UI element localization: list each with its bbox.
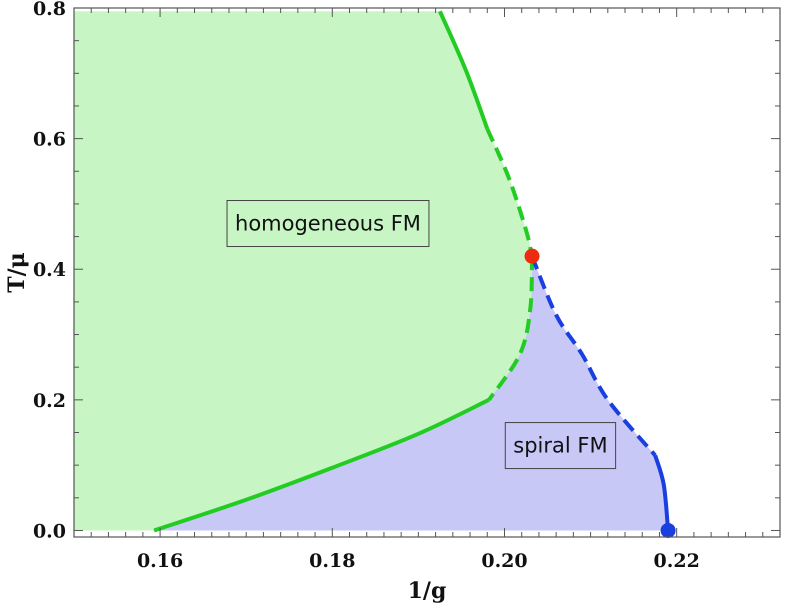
region-label-box: spiral FM <box>504 422 617 470</box>
y-tick-label: 0.8 <box>33 0 66 20</box>
region-label-background <box>226 200 430 248</box>
homogeneous-fm-region <box>74 11 533 531</box>
x-tick-label: 0.20 <box>481 550 527 572</box>
y-tick-label: 0.4 <box>33 259 66 281</box>
region-label-text: spiral FM <box>513 434 607 458</box>
ticks-layer: 0.16 0.18 0.20 0.22 0.0 0.2 0.4 0.6 0.8 <box>33 0 780 572</box>
green-solid-upper-line <box>438 10 490 130</box>
region-label-text: homogeneous FM <box>235 212 421 236</box>
region-label-box: homogeneous FM <box>226 200 430 248</box>
region-label-background <box>504 422 617 470</box>
blue-solid-line <box>653 454 671 531</box>
blue-dashed-line <box>530 255 657 457</box>
green-dashed-lower-line <box>487 256 535 401</box>
green-solid-lower-line <box>153 398 490 533</box>
curves-layer <box>153 10 671 533</box>
y-tick-label: 0.0 <box>33 520 66 542</box>
y-tick-label: 0.6 <box>33 129 66 151</box>
region-labels-layer: homogeneous FM spiral FM <box>226 200 617 470</box>
x-tick-label: 0.16 <box>137 550 183 572</box>
points-layer <box>524 248 676 538</box>
green-dashed-upper-line <box>485 128 534 257</box>
y-axis-label: T/μ <box>4 252 30 293</box>
x-axis-label: 1/g <box>408 578 447 604</box>
plot-frame <box>73 7 781 538</box>
x-tick-label: 0.22 <box>654 550 700 572</box>
red-point <box>524 248 540 264</box>
blue-point <box>660 522 676 538</box>
y-tick-label: 0.2 <box>33 390 66 412</box>
x-tick-label: 0.18 <box>309 550 355 572</box>
